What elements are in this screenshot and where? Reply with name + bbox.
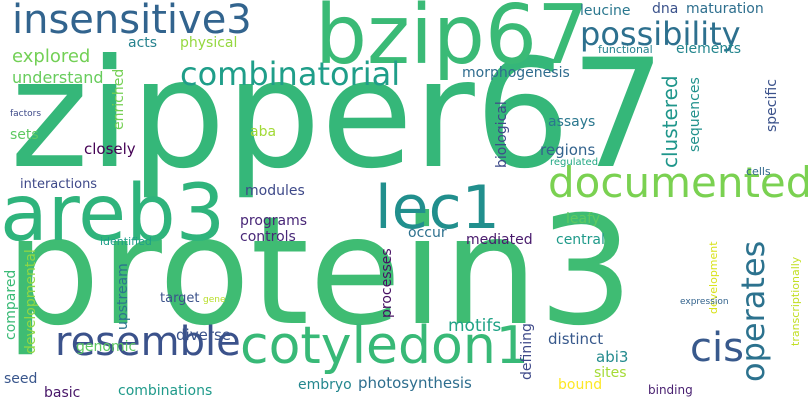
word: morphogenesis [462, 65, 570, 81]
word: compared [3, 269, 19, 340]
word: combinatorial [180, 55, 401, 93]
word: understand [12, 68, 104, 87]
word: zipper67 [10, 28, 666, 202]
word: enriched [111, 68, 127, 130]
word: possibility [580, 15, 741, 53]
word: abi3 [596, 348, 629, 366]
word: identified [100, 235, 152, 248]
word: functional [598, 43, 653, 56]
word: aba [250, 124, 277, 140]
word: binding [648, 383, 693, 397]
word: processes [379, 248, 395, 318]
word: factors [10, 109, 42, 119]
word: clustered [658, 75, 682, 168]
word: transcriptionally [789, 256, 802, 346]
word: occur [408, 225, 447, 241]
word: elements [676, 41, 742, 57]
word: diverse [176, 326, 232, 344]
word: genomic [76, 339, 137, 355]
word: explored [12, 46, 91, 67]
word: acts [128, 35, 158, 51]
word: bound [558, 377, 603, 393]
word: regulated [550, 157, 599, 168]
word: areb3 [0, 169, 226, 259]
word: seed [4, 371, 38, 387]
word: central [556, 232, 605, 248]
word: specific [764, 79, 780, 132]
word: embryo [298, 377, 352, 393]
word: basic [44, 385, 81, 401]
word: leucine [580, 3, 631, 19]
word: physical [180, 35, 238, 51]
word: mediated [466, 232, 533, 248]
word: bzip67 [315, 0, 590, 83]
word: cotyledon1 [240, 316, 529, 376]
word: target [160, 291, 200, 306]
word: programs [240, 213, 308, 229]
word: sites [594, 365, 627, 381]
word: distinct [548, 330, 604, 348]
word: expression [680, 297, 729, 307]
word: cis [690, 325, 744, 371]
word: upstream [115, 263, 131, 330]
word: combinations [118, 383, 213, 399]
word: developmental [23, 249, 39, 354]
word: closely [84, 140, 136, 158]
word: biological [494, 101, 510, 168]
word: maturation [686, 1, 764, 17]
word: resemble [55, 319, 241, 365]
word: modules [245, 183, 305, 199]
word: cells [746, 165, 771, 178]
word: regions [540, 141, 596, 159]
word: defining [519, 323, 535, 380]
word: sets [10, 127, 39, 143]
word: insensitive3 [12, 0, 252, 43]
word: documented [548, 158, 808, 207]
word: controls [240, 229, 296, 245]
word: assays [548, 114, 596, 130]
word: dna [652, 1, 679, 17]
word: gene [203, 295, 226, 305]
word: motifs [448, 316, 502, 336]
word: interactions [20, 177, 98, 192]
word: lec1 [375, 173, 500, 243]
word: photosynthesis [358, 374, 472, 392]
word: leafy [566, 211, 601, 227]
word: sequences [687, 77, 703, 152]
word: operates [734, 240, 772, 382]
word: protein3 [5, 185, 634, 359]
